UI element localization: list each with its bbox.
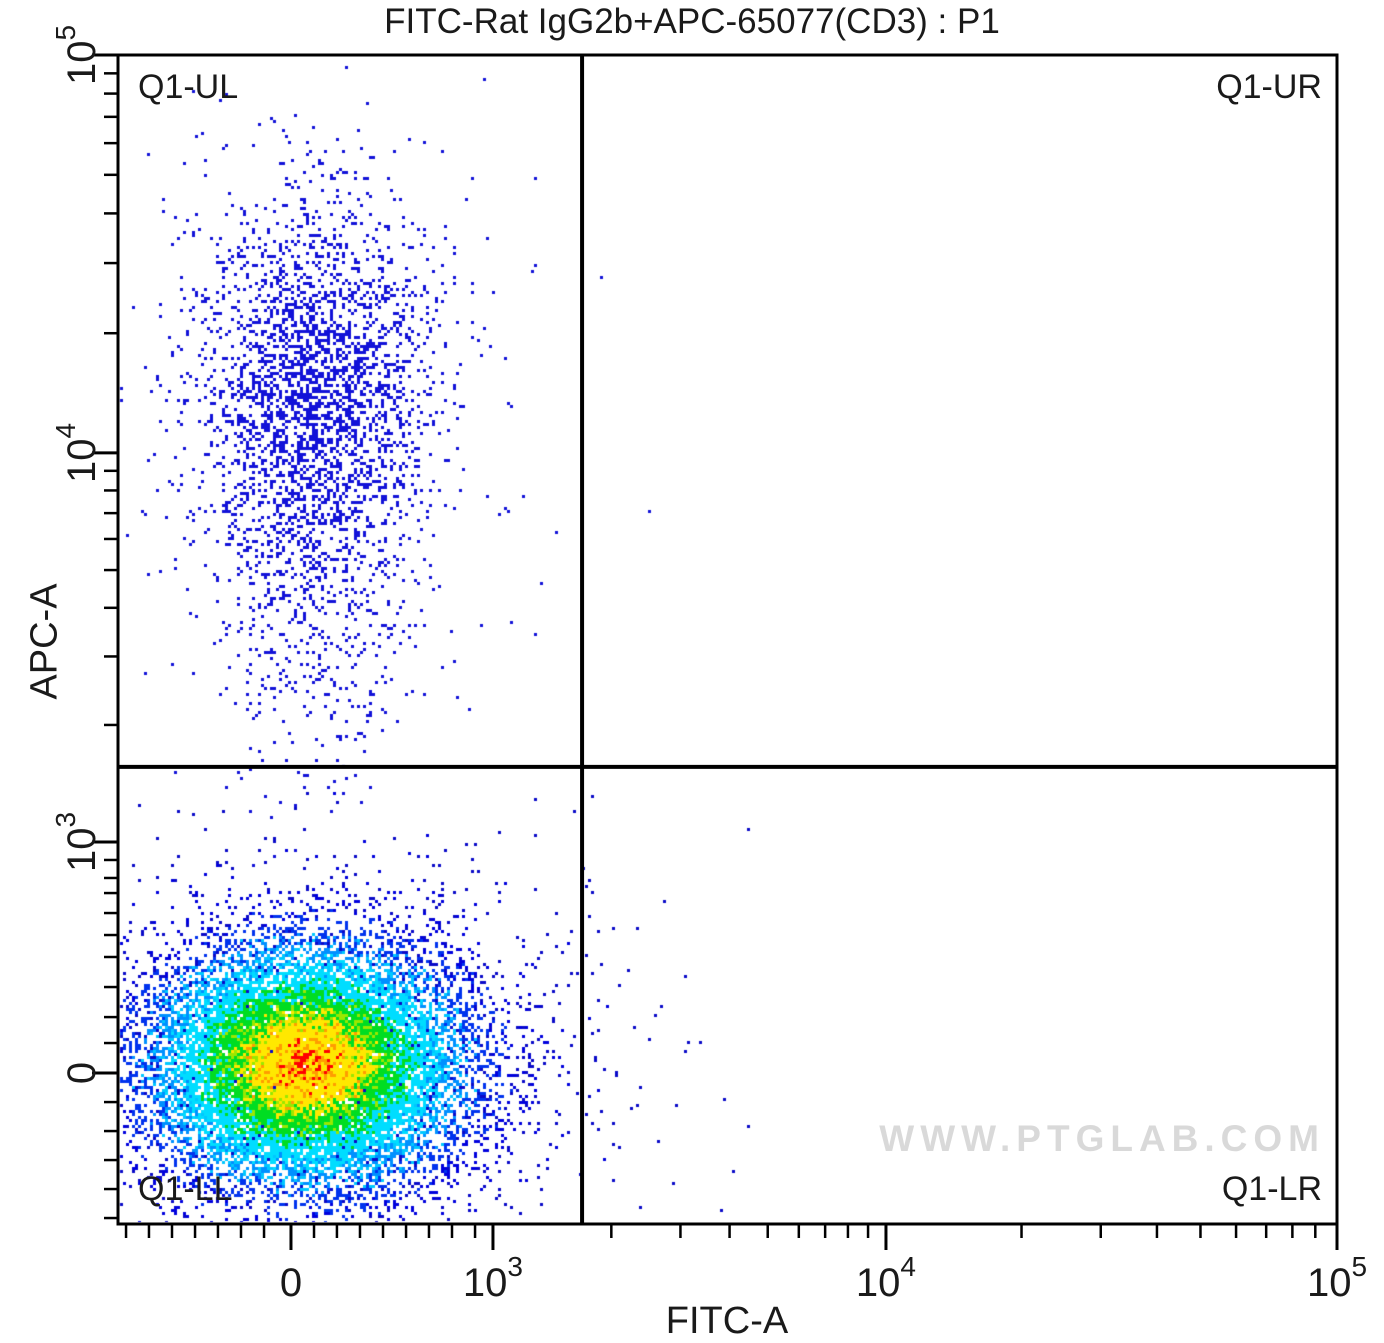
watermark: WWW.PTGLAB.COM (879, 1118, 1325, 1159)
x-tick-label: 105 (1307, 1251, 1367, 1305)
y-axis-title: APC-A (23, 583, 66, 700)
quadrant-label-lr: Q1-LR (1221, 1170, 1322, 1208)
plot-frame (116, 53, 1339, 1226)
y-tick-label: 0 (60, 1062, 104, 1084)
x-tick-label: 103 (463, 1251, 523, 1305)
quadrant-label-ll: Q1-LL (138, 1170, 233, 1208)
x-axis-title: FITC-A (665, 1300, 789, 1342)
y-tick-label: 104 (50, 423, 104, 483)
x-tick-label: 0 (280, 1261, 302, 1305)
quadrant-label-ul: Q1-UL (138, 68, 239, 106)
y-tick-label: 105 (50, 25, 104, 85)
y-tick-label: 103 (50, 812, 104, 872)
quadrant-label-ur: Q1-UR (1216, 68, 1322, 106)
x-tick-label: 104 (856, 1251, 916, 1305)
